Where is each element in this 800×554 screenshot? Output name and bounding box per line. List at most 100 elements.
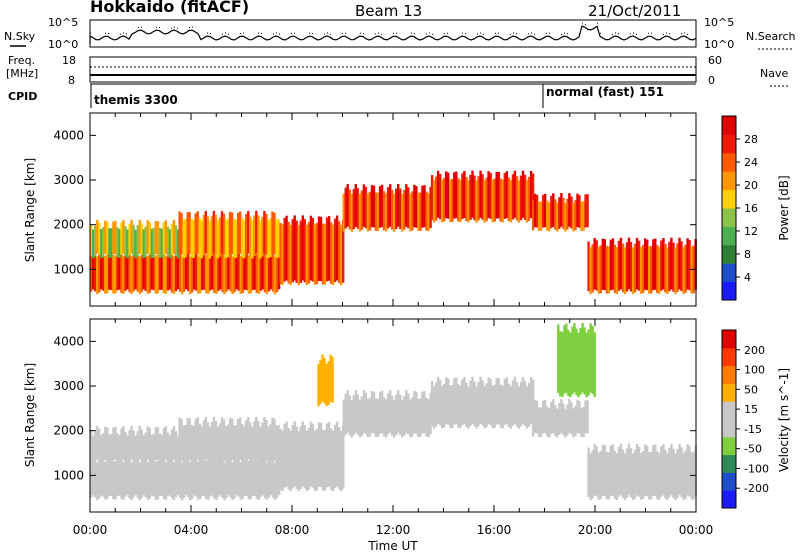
data-cell <box>124 226 127 257</box>
colorbar-cell <box>722 281 736 301</box>
data-cell <box>417 192 420 231</box>
colorbar-cell <box>722 436 736 456</box>
data-cell <box>325 363 328 407</box>
data-cell <box>593 238 596 290</box>
colorbar-cell <box>722 226 736 246</box>
data-cell <box>445 171 448 219</box>
data-cell <box>389 184 392 227</box>
data-cell <box>104 220 107 254</box>
data-cell <box>142 246 145 290</box>
freq-label-line2: [MHz] <box>6 67 38 80</box>
data-cell <box>247 461 250 500</box>
data-cell <box>213 253 216 293</box>
data-cell <box>521 170 525 218</box>
y-tick-label: 1000 <box>53 468 84 482</box>
data-cell <box>154 427 157 461</box>
data-cell <box>154 255 157 294</box>
data-cell <box>158 433 162 464</box>
data-cell <box>578 401 581 434</box>
data-cell <box>90 251 93 292</box>
data-cell <box>350 193 353 232</box>
data-cell <box>548 202 551 232</box>
data-cell <box>216 426 220 465</box>
data-cell <box>138 219 141 254</box>
data-cell <box>654 238 657 290</box>
data-cell <box>98 252 101 293</box>
data-cell <box>191 253 194 293</box>
data-cell <box>208 220 212 259</box>
data-cell <box>507 383 510 428</box>
data-cell <box>327 422 331 487</box>
data-cell <box>317 422 321 487</box>
data-cell <box>285 215 288 281</box>
freq-label-line1: Freq. <box>8 54 35 67</box>
data-cell <box>451 179 454 222</box>
data-cell <box>265 420 268 462</box>
data-cell <box>263 458 267 499</box>
data-cell <box>564 202 567 232</box>
data-cell <box>368 191 372 231</box>
data-cell <box>204 210 207 254</box>
data-cell <box>283 423 286 488</box>
data-cell <box>670 443 673 496</box>
data-cell <box>146 220 149 254</box>
data-cell <box>122 255 125 294</box>
power-cells <box>90 170 697 295</box>
data-cell <box>193 453 196 496</box>
data-cell <box>134 246 137 290</box>
data-cell <box>136 251 139 292</box>
data-cell <box>100 435 103 465</box>
data-cell <box>338 221 341 284</box>
data-cell <box>443 383 446 428</box>
data-cell <box>168 435 172 465</box>
data-cell <box>501 179 504 223</box>
data-cell <box>457 384 460 428</box>
data-cell <box>374 398 378 437</box>
data-cell <box>106 460 109 499</box>
data-cell <box>168 229 172 259</box>
data-cell <box>110 248 113 291</box>
data-cell <box>152 227 155 258</box>
data-cell <box>106 254 109 293</box>
data-cell <box>583 327 586 395</box>
data-cell <box>319 359 322 405</box>
data-cell <box>237 455 240 497</box>
data-cell <box>168 247 172 290</box>
data-cell <box>595 240 598 291</box>
data-cell <box>637 446 641 497</box>
colorbar-cell <box>722 152 736 172</box>
colorbar-tick-label: 12 <box>744 225 758 238</box>
data-cell <box>253 215 256 256</box>
data-cell <box>469 380 472 426</box>
data-cell <box>483 386 486 429</box>
data-cell <box>566 198 569 230</box>
data-cell <box>423 185 426 228</box>
x-tick-label: 16:00 <box>477 523 512 537</box>
data-cell <box>245 420 248 462</box>
noise-left-tick-top: 10^5 <box>48 16 78 29</box>
data-cell <box>275 219 278 258</box>
data-cell <box>116 227 119 258</box>
data-cell <box>395 394 398 435</box>
data-cell <box>267 456 271 498</box>
data-cell <box>94 250 97 292</box>
data-cell <box>255 210 258 254</box>
data-cell <box>162 460 166 500</box>
data-cell <box>120 222 123 255</box>
data-cell <box>199 254 202 294</box>
data-cell <box>372 185 376 228</box>
freq-tick-top: 18 <box>62 54 76 67</box>
data-cell <box>239 211 242 254</box>
data-cell <box>668 447 671 498</box>
data-cell <box>277 425 280 464</box>
data-cell <box>674 247 677 295</box>
data-cell <box>455 171 458 219</box>
data-cell <box>239 255 242 294</box>
data-cell <box>225 251 228 292</box>
data-cell <box>465 177 468 221</box>
data-cell <box>556 202 559 232</box>
data-cell <box>233 458 236 499</box>
data-cell <box>386 187 390 229</box>
data-cell <box>501 385 504 429</box>
data-cell <box>158 454 162 496</box>
